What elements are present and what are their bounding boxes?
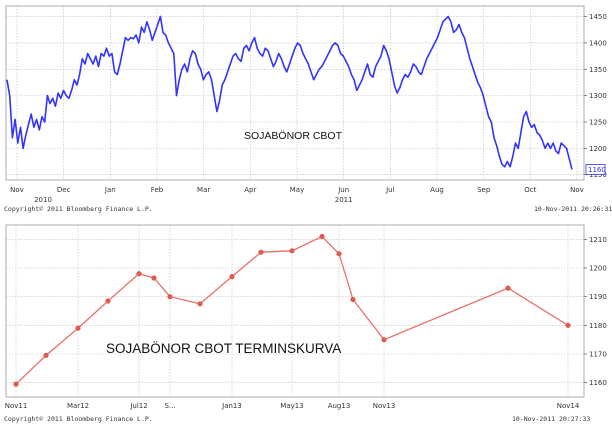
plot-frame bbox=[5, 224, 585, 398]
y-tick-label: 1160 bbox=[589, 379, 607, 387]
data-point bbox=[151, 275, 157, 281]
x-tick-label: Nov11 bbox=[5, 402, 28, 410]
data-point bbox=[43, 352, 49, 358]
x-tick-label: May13 bbox=[280, 402, 303, 410]
x-tick-label: Jun bbox=[337, 186, 349, 194]
x-tick-label: Jan bbox=[104, 186, 116, 194]
data-point bbox=[75, 325, 81, 331]
y-tick-label: 1210 bbox=[589, 236, 607, 244]
data-point bbox=[289, 248, 295, 254]
y-tick-label: 1450 bbox=[589, 13, 607, 21]
x-tick-label: Jan13 bbox=[221, 402, 242, 410]
y-tick-label: 1350 bbox=[589, 66, 607, 74]
data-point bbox=[197, 301, 203, 307]
x-tick-label: Nov bbox=[570, 186, 584, 194]
y-tick-label: 1400 bbox=[589, 39, 607, 47]
y-tick-label: 1150 bbox=[589, 171, 607, 179]
x-tick-label: Jul bbox=[385, 186, 395, 194]
last-value-box bbox=[585, 164, 606, 175]
data-point bbox=[505, 285, 511, 291]
price-line bbox=[6, 15, 573, 170]
data-point bbox=[565, 322, 571, 328]
soybean-price-chart: 1150 1200 1250 1300 1350 1400 1450 Nov Dec Jan Feb… bbox=[5, 5, 607, 204]
x-tick-label: S... bbox=[164, 402, 175, 410]
x-tick-label: May bbox=[290, 186, 304, 194]
data-point bbox=[229, 274, 235, 280]
x-tick-label: Oct bbox=[524, 186, 536, 194]
y-tick-label: 1180 bbox=[589, 322, 607, 330]
y-tick-label: 1170 bbox=[589, 351, 607, 359]
y-tick-label: 1200 bbox=[589, 145, 607, 153]
data-point bbox=[13, 381, 19, 387]
plot-frame bbox=[5, 5, 585, 181]
x-tick-label: Nov14 bbox=[557, 402, 580, 410]
copyright-top: Copyright© 2011 Bloomberg Finance L.P. bbox=[4, 205, 153, 213]
x-tick-label: Jul12 bbox=[129, 402, 147, 410]
x-tick-label: Dec bbox=[57, 186, 71, 194]
data-point bbox=[319, 233, 325, 240]
x-year-label: 2010 bbox=[34, 196, 52, 204]
x-tick-label: Feb bbox=[151, 186, 164, 194]
data-point bbox=[105, 298, 111, 304]
data-point bbox=[381, 337, 387, 343]
timestamp-bottom: 10-Nov-2011 20:27:33 bbox=[512, 415, 591, 423]
x-tick-label: Aug bbox=[430, 186, 444, 194]
x-tick-label: Sep bbox=[477, 186, 491, 194]
x-tick-label: Mar12 bbox=[67, 402, 89, 410]
y-tick-label: 1250 bbox=[589, 119, 607, 127]
data-point bbox=[136, 271, 142, 277]
copyright-bottom: Copyright© 2011 Bloomberg Finance L.P. bbox=[4, 415, 153, 423]
timestamp-top: 10-Nov-2011 20:26:31 bbox=[534, 205, 612, 213]
x-year-label: 2011 bbox=[335, 196, 353, 204]
x-tick-label: Mar bbox=[197, 186, 210, 194]
x-tick-label: Nov13 bbox=[373, 402, 396, 410]
x-tick-label: Apr bbox=[244, 186, 256, 194]
last-value-label: 1160 bbox=[588, 166, 606, 174]
data-point bbox=[167, 294, 173, 300]
chart-title: SOJABÖNOR CBOT TERMINSKURVA bbox=[106, 341, 341, 356]
y-tick-label: 1190 bbox=[589, 293, 607, 301]
data-point bbox=[350, 296, 356, 303]
soybean-futures-curve-chart: 1160 1170 1180 1190 1200 1210 Nov11 Mar12 Jul12 S… bbox=[5, 224, 607, 410]
x-tick-label: Aug13 bbox=[328, 402, 351, 410]
data-point bbox=[258, 249, 264, 255]
x-tick-label: Nov bbox=[10, 186, 24, 194]
y-tick-label: 1300 bbox=[589, 92, 607, 100]
y-tick-label: 1200 bbox=[589, 265, 607, 273]
data-point bbox=[336, 251, 342, 257]
chart-title: SOJABÖNOR CBOT bbox=[244, 130, 343, 142]
